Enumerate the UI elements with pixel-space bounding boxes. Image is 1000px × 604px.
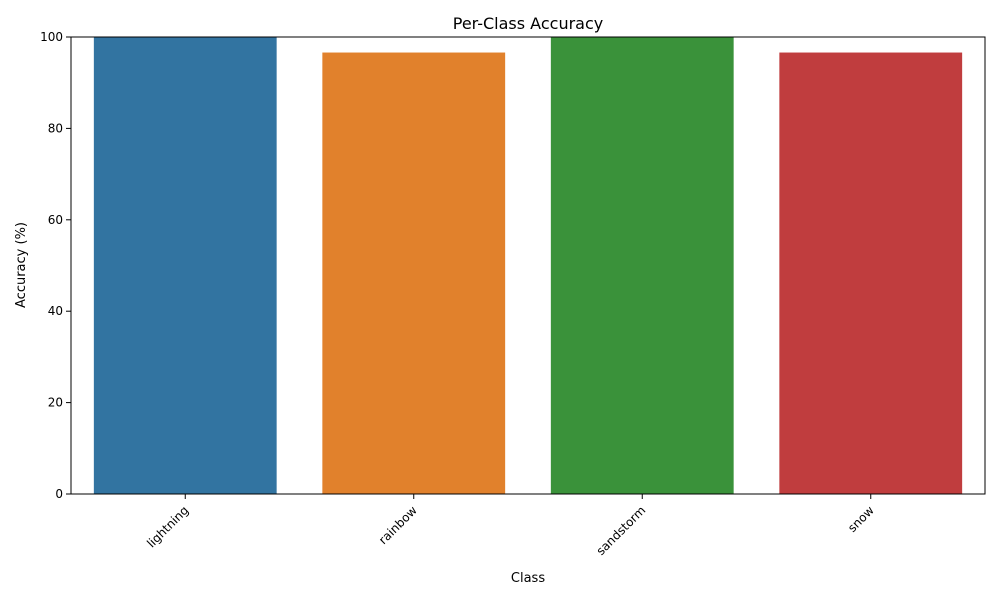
x-tick-label: lightning bbox=[144, 503, 191, 550]
x-tick-label: snow bbox=[845, 503, 877, 535]
y-tick-label: 60 bbox=[48, 213, 63, 227]
plot-area: lightning rainbow sandstorm snow 0 20 40 60 80 10… bbox=[40, 30, 986, 558]
y-axis-label: Accuracy (%) bbox=[14, 222, 29, 308]
plot-frame bbox=[70, 36, 986, 495]
bar-snow bbox=[779, 52, 963, 495]
x-tick-label: rainbow bbox=[376, 503, 420, 547]
bar-lightning bbox=[93, 37, 277, 494]
chart-title: Per-Class Accuracy bbox=[453, 14, 603, 33]
y-tick-label: 80 bbox=[48, 121, 63, 135]
x-axis-label: Class bbox=[511, 571, 545, 586]
x-tick-label: sandstorm bbox=[594, 503, 649, 558]
y-tick-label: 0 bbox=[55, 487, 63, 501]
bar-sandstorm bbox=[550, 37, 734, 494]
bar-rainbow bbox=[322, 52, 506, 495]
y-tick-label: 40 bbox=[48, 304, 63, 318]
y-tick-label: 20 bbox=[48, 396, 63, 410]
y-tick-label: 100 bbox=[40, 30, 63, 44]
